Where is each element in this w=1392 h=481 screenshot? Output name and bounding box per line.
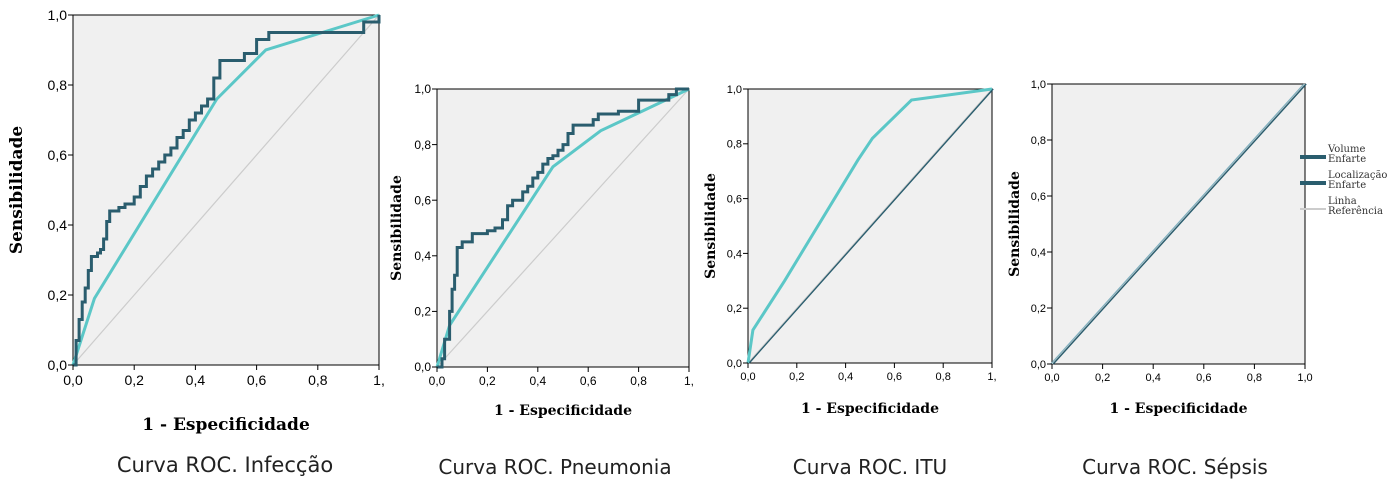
y-tick-label: 1,0: [727, 84, 742, 96]
chart-legend: Volume Enfarte Localização Enfarte Linha…: [1300, 145, 1392, 223]
y-tick-label: 0,2: [414, 305, 431, 319]
y-tick-label: 1,0: [1031, 79, 1046, 91]
x-tick-label: 0,0: [63, 372, 83, 388]
y-tick-label: 0,4: [48, 217, 68, 233]
x-tick-label: 0,8: [936, 371, 951, 383]
series-line-volume: [437, 87, 689, 369]
x-tick-label: 0,8: [308, 372, 328, 388]
x-tick-label: 0,2: [124, 372, 144, 388]
legend-item-volume: Volume Enfarte: [1300, 145, 1392, 171]
x-tick-label: 0,0: [429, 374, 446, 388]
x-tick-label: 0,4: [1146, 372, 1161, 384]
y-tick-label: 0,4: [727, 248, 742, 260]
series-line-volume: [73, 15, 381, 367]
y-tick-label: 0,0: [1031, 359, 1046, 371]
legend-label: Volume Enfarte: [1328, 144, 1367, 165]
legend-swatch: [1300, 155, 1326, 159]
series-line-reference: [747, 88, 993, 364]
y-tick-label: 0,8: [1031, 135, 1046, 147]
y-tick-label: 1,0: [48, 7, 68, 23]
y-axis-title: Sensibilidade: [389, 175, 405, 281]
legend-label: Linha Referência: [1328, 196, 1383, 217]
x-tick-label: 1,: [684, 374, 694, 388]
chart-caption: Curva ROC. Infecção: [116, 453, 334, 477]
y-tick-label: 0,4: [1031, 247, 1046, 259]
series-line-reference: [72, 14, 380, 366]
y-tick-label: 0,8: [727, 139, 742, 151]
y-tick-label: 0,2: [48, 287, 68, 303]
y-axis-title: Sensibilidade: [703, 173, 719, 279]
x-tick-label: 0,8: [630, 374, 647, 388]
legend-swatch: [1300, 208, 1326, 210]
x-tick-label: 0,4: [838, 371, 853, 383]
x-tick-label: 1,0: [1297, 372, 1312, 384]
y-tick-label: 0,2: [727, 303, 742, 315]
x-tick-label: 0,6: [887, 371, 902, 383]
legend-item-localizacao: Localização Enfarte: [1300, 171, 1392, 197]
series-line-volume: [1052, 83, 1307, 365]
x-axis-title: 1 - Especificidade: [142, 415, 310, 435]
chart-caption: Curva ROC. Sépsis: [1082, 455, 1268, 479]
roc-chart-pneumonia: 0,0 0,2 0,4 0,6 0,8 1, 0,0 0,2 0,4 0,6 0,8 1,0 1 - E…: [385, 0, 695, 481]
x-tick-label: 0,0: [740, 371, 755, 383]
series-line-reference: [1051, 83, 1306, 365]
y-tick-label: 0,6: [414, 193, 431, 207]
y-tick-label: 0,8: [414, 138, 431, 152]
y-tick-label: 0,0: [48, 357, 68, 373]
y-tick-label: 0,6: [48, 147, 68, 163]
chart-caption: Curva ROC. ITU: [792, 455, 948, 479]
y-tick-label: 0,0: [727, 358, 742, 370]
roc-chart-sepsis: 0,0 0,2 0,4 0,6 0,8 1,0 0,0 0,2 0,4 0,6 0,8 1,0 1 - …: [1005, 0, 1313, 481]
legend-label: Localização Enfarte: [1328, 170, 1388, 191]
x-tick-label: 1,: [373, 372, 385, 388]
x-tick-label: 0,4: [186, 372, 206, 388]
series-line-localizacao: [746, 87, 993, 364]
series-line-volume: [748, 88, 994, 364]
x-tick-label: 0,6: [580, 374, 597, 388]
x-axis-title: 1 - Especificidade: [801, 401, 939, 417]
x-tick-label: 0,0: [1044, 372, 1059, 384]
x-tick-label: 1,: [987, 371, 996, 383]
series-line-localizacao: [71, 13, 380, 366]
y-tick-label: 0,8: [48, 77, 68, 93]
x-tick-label: 0,2: [479, 374, 496, 388]
series-line-reference: [436, 88, 690, 368]
y-tick-label: 0,2: [1031, 303, 1046, 315]
legend-item-reference: Linha Referência: [1300, 197, 1392, 223]
legend-swatch: [1300, 181, 1326, 185]
x-tick-label: 0,2: [789, 371, 804, 383]
x-tick-label: 0,4: [529, 374, 546, 388]
x-axis-title: 1 - Especificidade: [1110, 401, 1248, 417]
chart-caption: Curva ROC. Pneumonia: [438, 455, 672, 479]
y-tick-label: 0,6: [1031, 191, 1046, 203]
x-axis-title: 1 - Especificidade: [494, 403, 632, 419]
y-axis-title: Sensibilidade: [7, 126, 27, 255]
x-tick-label: 0,6: [247, 372, 267, 388]
y-axis-title: Sensibilidade: [1007, 171, 1023, 277]
x-tick-label: 0,6: [1196, 372, 1211, 384]
roc-chart-itu: 0,0 0,2 0,4 0,6 0,8 1, 0,0 0,2 0,4 0,6 0,8 1,0 1 - E…: [700, 0, 1000, 481]
roc-chart-infeccao: 0,0 0,2 0,4 0,6 0,8 1, 0,0 0,2 0,4 0,6 0,8 1,0 1 - E…: [0, 0, 392, 481]
y-tick-label: 1,0: [414, 82, 431, 96]
y-tick-label: 0,6: [727, 193, 742, 205]
x-tick-label: 0,2: [1095, 372, 1110, 384]
y-tick-label: 0,0: [414, 360, 431, 374]
x-tick-label: 0,8: [1247, 372, 1262, 384]
series-line-localizacao: [1050, 83, 1305, 365]
y-tick-label: 0,4: [414, 249, 431, 263]
